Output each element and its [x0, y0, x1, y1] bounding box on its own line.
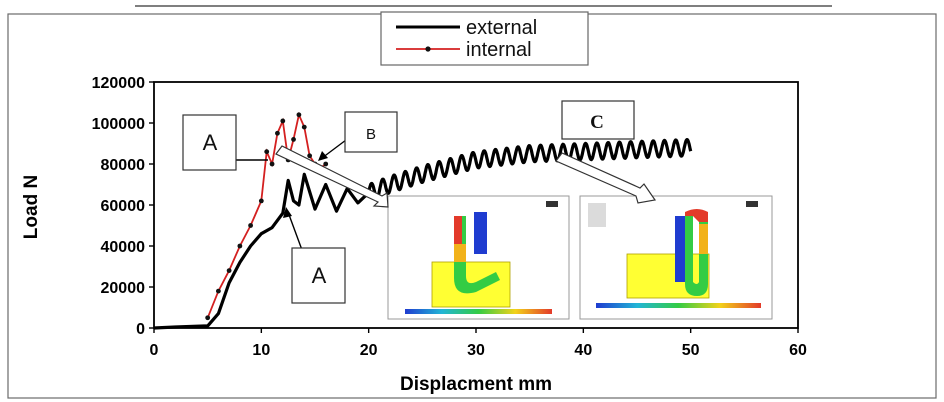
series-internal-point	[205, 315, 211, 321]
series-external-line	[153, 138, 693, 330]
y-tick-label: 0	[136, 321, 145, 338]
inset-simulation-c	[579, 195, 773, 320]
series-internal-point	[301, 124, 307, 130]
series-internal-point	[296, 112, 302, 118]
series-internal-point	[237, 243, 243, 249]
annotation-a-lower: A	[291, 247, 346, 304]
series-internal-point	[269, 161, 275, 167]
y-axis: 0 20000 40000 60000 80000 100000 120000	[92, 75, 154, 338]
series-internal-point	[275, 130, 280, 136]
y-tick-label: 20000	[101, 280, 146, 297]
x-axis: 0 10 20 30 40 50 60	[150, 328, 807, 359]
annotation-label: C	[590, 112, 604, 133]
legend-label-internal: internal	[466, 39, 532, 61]
series-internal-point	[226, 268, 232, 273]
inset-logo	[746, 201, 758, 207]
inset-legend-text	[588, 203, 606, 227]
x-tick-label: 20	[360, 342, 378, 359]
annotation-arrows	[222, 139, 657, 251]
pointer-b	[321, 139, 347, 159]
x-tick-label: 0	[150, 342, 159, 359]
inset-tube-blue	[675, 216, 685, 282]
y-tick-label: 100000	[92, 116, 145, 133]
series-internal-point	[258, 198, 264, 204]
series-internal-point	[248, 223, 254, 228]
series-internal-point	[323, 161, 329, 167]
legend-box	[380, 11, 589, 66]
y-tick-label: 40000	[101, 239, 146, 256]
annotation-b: B	[344, 111, 398, 153]
inset-logo	[546, 201, 558, 207]
annotation-a-upper: A	[182, 114, 237, 171]
legend-label-external: external	[466, 17, 537, 39]
inset-tube-top	[685, 209, 708, 222]
series-internal-point	[307, 153, 313, 159]
legend-marker-internal	[425, 46, 431, 52]
x-tick-label: 50	[682, 342, 700, 359]
inset-colorbar	[405, 309, 552, 314]
annotation-box	[291, 247, 346, 304]
series-internal-point	[291, 137, 296, 142]
inset-tube-bent	[454, 216, 500, 294]
legend: external internal	[380, 11, 589, 66]
pointer-b-head	[318, 151, 328, 161]
arrow-to-inset-c	[555, 152, 657, 204]
series-internal-point	[264, 149, 270, 155]
annotation-box	[561, 100, 635, 140]
annotation-box	[182, 114, 237, 171]
x-tick-label: 30	[467, 342, 485, 359]
inset-tube-blue	[474, 212, 487, 254]
annotation-label: B	[366, 126, 376, 143]
series-internal-point	[216, 288, 221, 294]
y-tick-label: 60000	[101, 198, 146, 215]
inset-tube-hot	[454, 216, 462, 244]
x-axis-label: Displacment mm	[400, 374, 552, 395]
y-tick-label: 80000	[101, 157, 146, 174]
pointer-a-lower-head	[283, 207, 292, 218]
inset-colorbar	[596, 303, 761, 308]
pointer-a-lower	[287, 211, 303, 251]
arrow-to-inset-b	[275, 145, 389, 208]
inset-simulation-b	[387, 195, 570, 320]
y-axis-label: Load N	[21, 175, 42, 239]
x-tick-label: 40	[574, 342, 592, 359]
inset-tube-warm	[454, 244, 466, 262]
x-tick-label: 10	[252, 342, 270, 359]
annotation-label: A	[203, 130, 218, 155]
inset-tube-warm	[699, 224, 708, 254]
annotation-label: A	[312, 263, 327, 288]
x-tick-label: 60	[789, 342, 807, 359]
y-tick-label: 120000	[92, 75, 145, 92]
annotation-box	[344, 111, 398, 153]
series-internal-point	[280, 118, 286, 124]
annotation-c: C	[561, 100, 635, 140]
